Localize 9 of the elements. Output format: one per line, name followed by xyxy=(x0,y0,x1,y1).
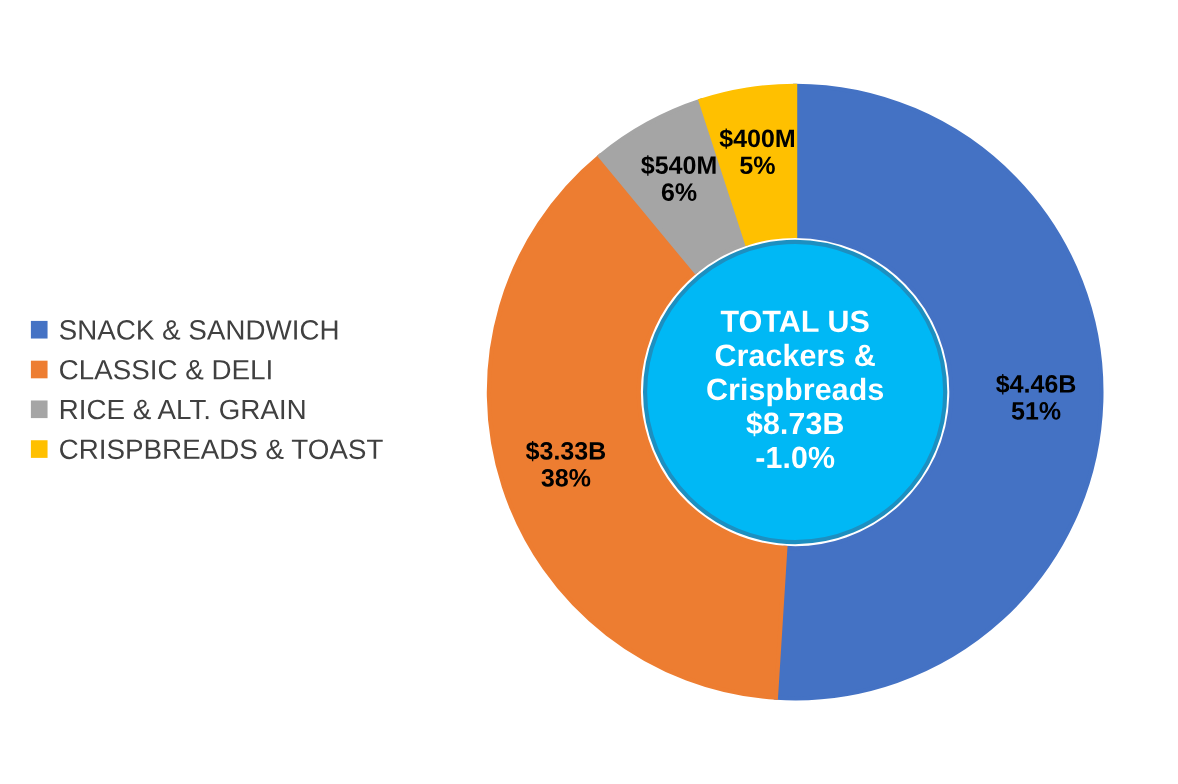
legend-label: SNACK & SANDWICH xyxy=(59,320,338,340)
data-label: $3.33B 38% xyxy=(525,440,606,487)
legend-label: CRISPBREADS & TOAST xyxy=(60,439,383,460)
legend-label: RICE & ALT. GRAIN xyxy=(60,399,305,420)
data-label: $400M 5% xyxy=(719,128,794,175)
legend-label: CLASSIC & DELI xyxy=(60,359,271,380)
data-label: $4.46B 51% xyxy=(996,374,1076,420)
text: TOTAL US Crackers & Crispbreads $8.73B -1.0% xyxy=(707,310,884,469)
data-label: $540M 6% xyxy=(641,155,716,201)
